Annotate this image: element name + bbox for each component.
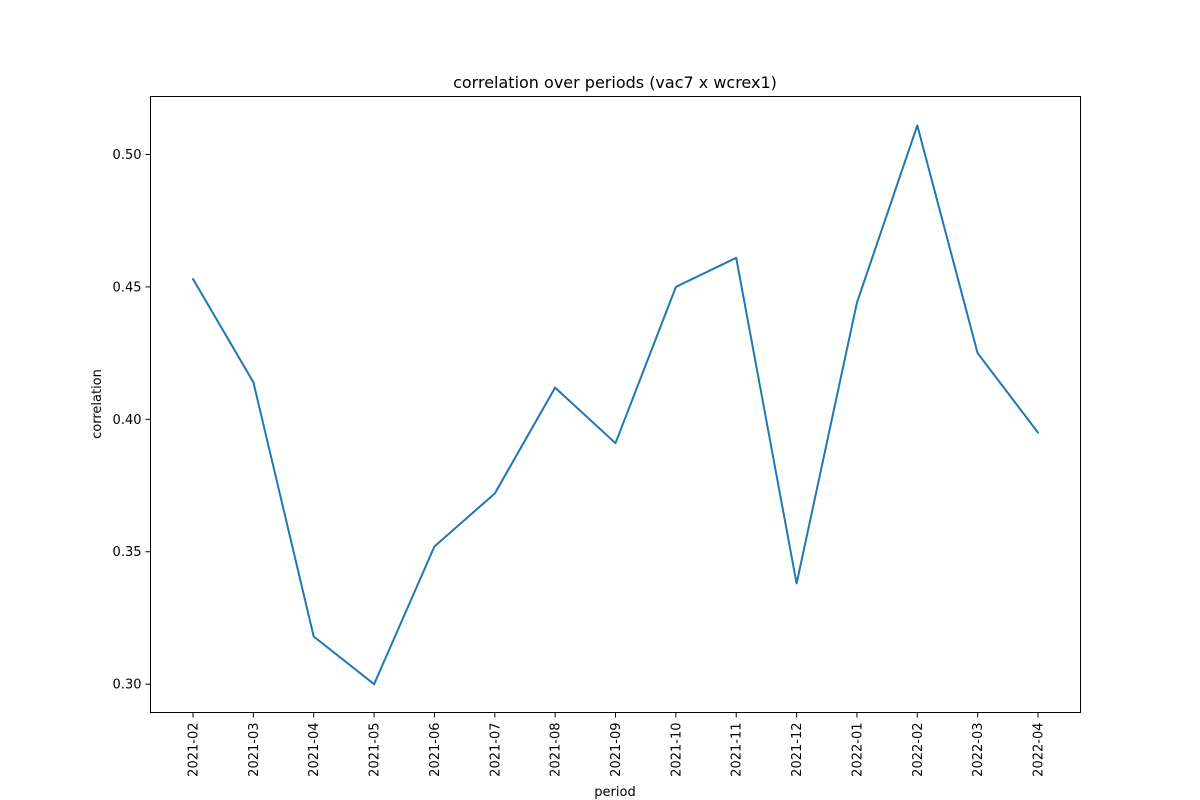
y-tick-label: 0.40 [113,413,142,428]
x-tick-label: 2021-11 [730,723,745,777]
x-tick-label: 2021-06 [428,723,443,777]
plot-frame [150,96,1081,713]
x-tick-label: 2022-02 [911,723,926,777]
x-tick-label: 2022-01 [850,723,865,777]
y-axis-label: correlation [90,369,105,439]
chart-title: correlation over periods (vac7 x wcrex1) [453,73,777,92]
series-line [192,124,1039,686]
x-tick-label: 2021-07 [488,723,503,777]
x-tick-label: 2021-03 [247,723,262,777]
x-tick-label: 2021-12 [790,723,805,777]
x-axis-label: period [594,785,635,800]
y-tick-label: 0.35 [113,545,142,560]
x-tick-label: 2021-10 [669,723,684,777]
y-tick-label: 0.50 [113,148,142,163]
chart-marks: 0.30 0.35 0.40 0.45 0.50 2021-02 2021-03 2021-0… [113,124,1047,777]
x-tick-label: 2021-04 [307,723,322,777]
x-tick-label: 2021-02 [187,723,202,777]
x-tick-label: 2022-03 [971,723,986,777]
x-tick-label: 2021-09 [609,723,624,777]
y-tick-label: 0.30 [113,678,142,693]
x-tick-label: 2021-08 [549,723,564,777]
x-tick-label: 2022-04 [1032,723,1047,777]
x-tick-label: 2021-05 [368,723,383,777]
y-tick-label: 0.45 [113,280,142,295]
